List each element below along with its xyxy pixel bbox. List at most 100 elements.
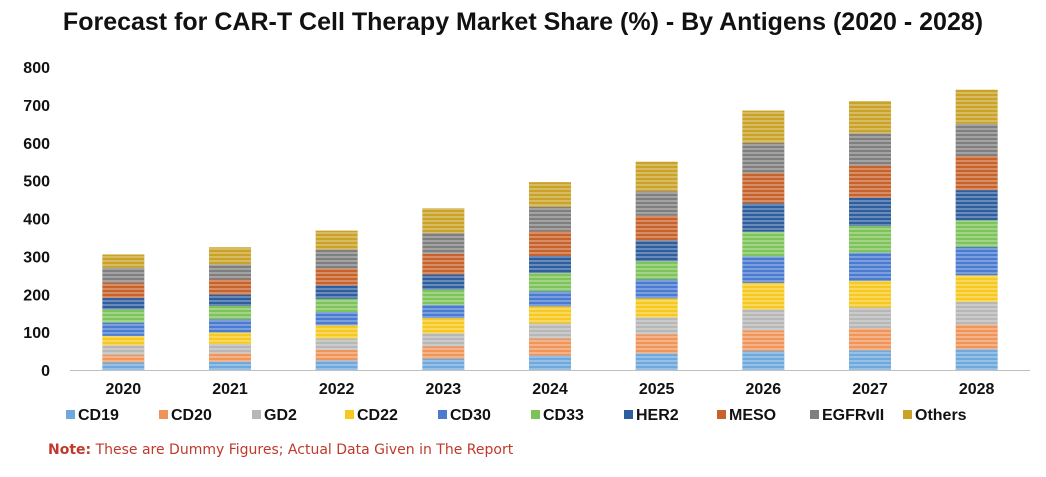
bar-segment-texture [209,247,251,265]
bar-segment-texture [635,334,678,354]
x-tick-label: 2023 [426,381,462,398]
bar-segment-texture [529,255,571,274]
bar-segment-texture [422,208,465,233]
bar-segment-texture [422,274,465,290]
bar-segment-texture [102,254,145,268]
bar-segment-texture [955,349,998,370]
bar-segment-texture [529,182,571,207]
y-tick-label: 400 [23,212,50,229]
x-tick-label: 2022 [319,381,355,398]
legend-label-cd19: CD19 [78,407,119,424]
x-tick-label: 2024 [532,381,568,398]
bar-segment-texture [849,307,891,329]
bar-segment-texture [635,215,678,241]
bar-segment-texture [102,267,145,283]
legend-label-cd20: CD20 [171,407,212,424]
bar-segment-texture [422,232,465,254]
bar-segment-texture [742,231,785,257]
bar-segment-texture [102,309,145,323]
bar-segment-texture [422,346,465,359]
bar-segment-texture [209,279,251,295]
y-tick-label: 100 [23,325,50,342]
bar-segment-texture [635,353,678,370]
bar-segment-texture [529,306,571,324]
bar-segment-texture [849,165,891,198]
bar-segment-texture [422,358,465,370]
legend-label-others: Others [915,407,967,424]
bar-segment-texture [315,285,358,299]
bar-segment-texture [529,323,571,339]
bar-segment-texture [955,301,998,325]
bar-segment-texture [102,345,145,355]
bar-segment-texture [102,282,145,299]
bar-segment-texture [315,268,358,286]
bar-segment-texture [315,298,358,313]
bar-segment-texture [635,298,678,318]
legend: CD19 CD20 GD2 CD22 CD30 CD33 HER2 MESO EGFRvII Ot… [66,407,967,424]
bar-segment-texture [102,335,145,346]
bar-segment-texture [209,343,251,354]
bar-segment-texture [955,275,998,302]
bar-segment-texture [209,294,251,306]
y-tick-label: 700 [23,98,50,115]
bar-segment-texture [529,231,571,256]
legend-label-her2: HER2 [636,407,679,424]
legend-label-meso: MESO [729,407,776,424]
bar-segment-texture [529,206,571,232]
legend-label-egfrvii: EGFRvII [822,407,884,424]
y-tick-label: 600 [23,136,50,153]
bar-segment-texture [422,333,465,347]
legend-swatch-cd20 [159,410,168,419]
bar-segment-texture [209,264,251,280]
bar-segment-texture [529,355,571,370]
bar-segment-texture [635,261,678,280]
legend-label-cd22: CD22 [357,407,398,424]
bar-segment-texture [529,273,571,292]
bar-segment-texture [422,253,465,275]
bar-segment-texture [849,252,891,281]
note-text: These are Dummy Figures; Actual Data Giv… [91,442,514,458]
bar-segment-texture [209,319,251,333]
bar-segment-texture [529,291,571,307]
bars [102,89,998,370]
bar-segment-texture [955,156,998,191]
bar-segment-texture [315,349,358,361]
bar-segment-texture [742,110,785,143]
note-label: Note: [48,442,92,458]
legend-swatch-meso [717,410,726,419]
legend-swatch-egfrvii [810,410,819,419]
bar-segment-texture [315,325,358,339]
x-tick-label: 2026 [746,381,782,398]
chart-title: Forecast for CAR-T Cell Therapy Market S… [62,8,984,36]
bar-segment-texture [742,142,785,174]
bar-segment-texture [849,133,891,166]
bar-segment-texture [849,197,891,227]
bar-segment-texture [742,282,785,310]
bar-segment-texture [422,318,465,334]
bar-segment-texture [742,256,785,283]
bar-segment-texture [315,312,358,326]
legend-swatch-cd19 [66,410,75,419]
legend-swatch-her2 [624,410,633,419]
bar-segment-texture [635,161,678,192]
bar-segment-texture [955,324,998,350]
x-tick-label: 2021 [212,381,248,398]
legend-label-cd30: CD30 [450,407,491,424]
y-tick-label: 300 [23,249,50,266]
bar-segment-texture [955,220,998,247]
bar-segment-texture [742,351,785,370]
x-tick-label: 2020 [106,381,142,398]
y-axis: 0 100 200 300 400 500 600 700 800 [23,60,50,380]
bar-segment-texture [422,289,465,305]
bar-segment-texture [955,246,998,276]
bar-segment-texture [209,353,251,362]
legend-swatch-others [903,410,912,419]
bar-segment-texture [849,350,891,370]
legend-swatch-cd33 [531,410,540,419]
bar-segment-texture [742,203,785,232]
bar-segment-texture [635,240,678,262]
legend-label-gd2: GD2 [264,407,297,424]
bar-segment-texture [955,190,998,221]
bar-segment-texture [315,360,358,370]
